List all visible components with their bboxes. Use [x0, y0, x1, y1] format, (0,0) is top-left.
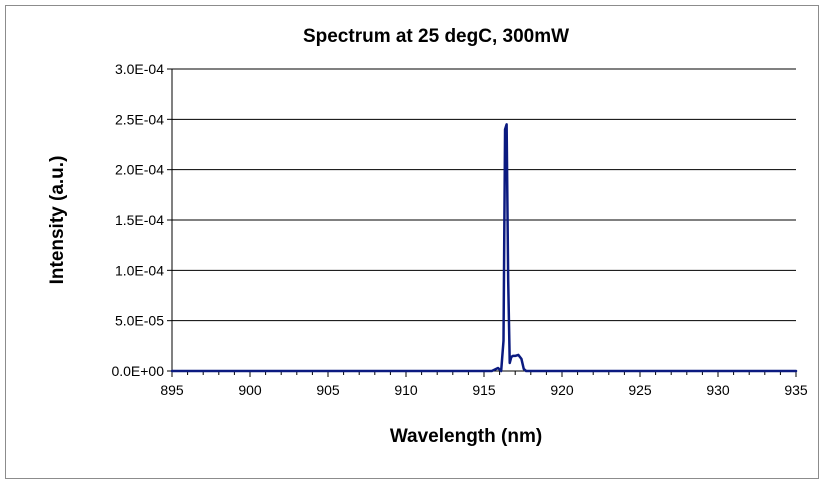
y-tick-label: 1.0E-04 — [115, 262, 164, 278]
grid-lines — [172, 68, 796, 322]
x-tick-label: 935 — [784, 382, 808, 398]
x-tick-label: 895 — [160, 382, 184, 398]
x-tick-labels: 895 900 905 910 915 920 925 930 935 — [160, 382, 808, 398]
y-tick-label: 2.0E-04 — [115, 162, 164, 178]
chart-title: Spectrum at 25 degC, 300mW — [303, 26, 569, 47]
x-tick-label: 915 — [472, 382, 496, 398]
y-tick-labels: 0.0E+00 5.0E-05 1.0E-04 1.5E-04 2.0E-04 2.5E-… — [111, 61, 164, 379]
series-layer — [170, 123, 798, 373]
spectrum-series-line — [170, 123, 798, 373]
y-tick-label: 1.5E-04 — [115, 212, 164, 228]
x-tick-label: 905 — [316, 382, 340, 398]
axes — [167, 68, 797, 377]
y-tick-label: 3.0E-04 — [115, 61, 164, 77]
x-tick-label: 910 — [394, 382, 418, 398]
y-axis-label: Intensity (a.u.) — [47, 156, 68, 285]
chart-frame — [5, 5, 819, 479]
x-tick-label: 920 — [550, 382, 574, 398]
x-axis-label: Wavelength (nm) — [390, 426, 542, 447]
x-tick-label: 925 — [628, 382, 652, 398]
y-tick-label: 5.0E-05 — [115, 313, 164, 329]
x-tick-label: 930 — [706, 382, 730, 398]
x-tick-label: 900 — [238, 382, 262, 398]
y-tick-label: 2.5E-04 — [115, 111, 164, 127]
y-tick-label: 0.0E+00 — [111, 363, 164, 379]
